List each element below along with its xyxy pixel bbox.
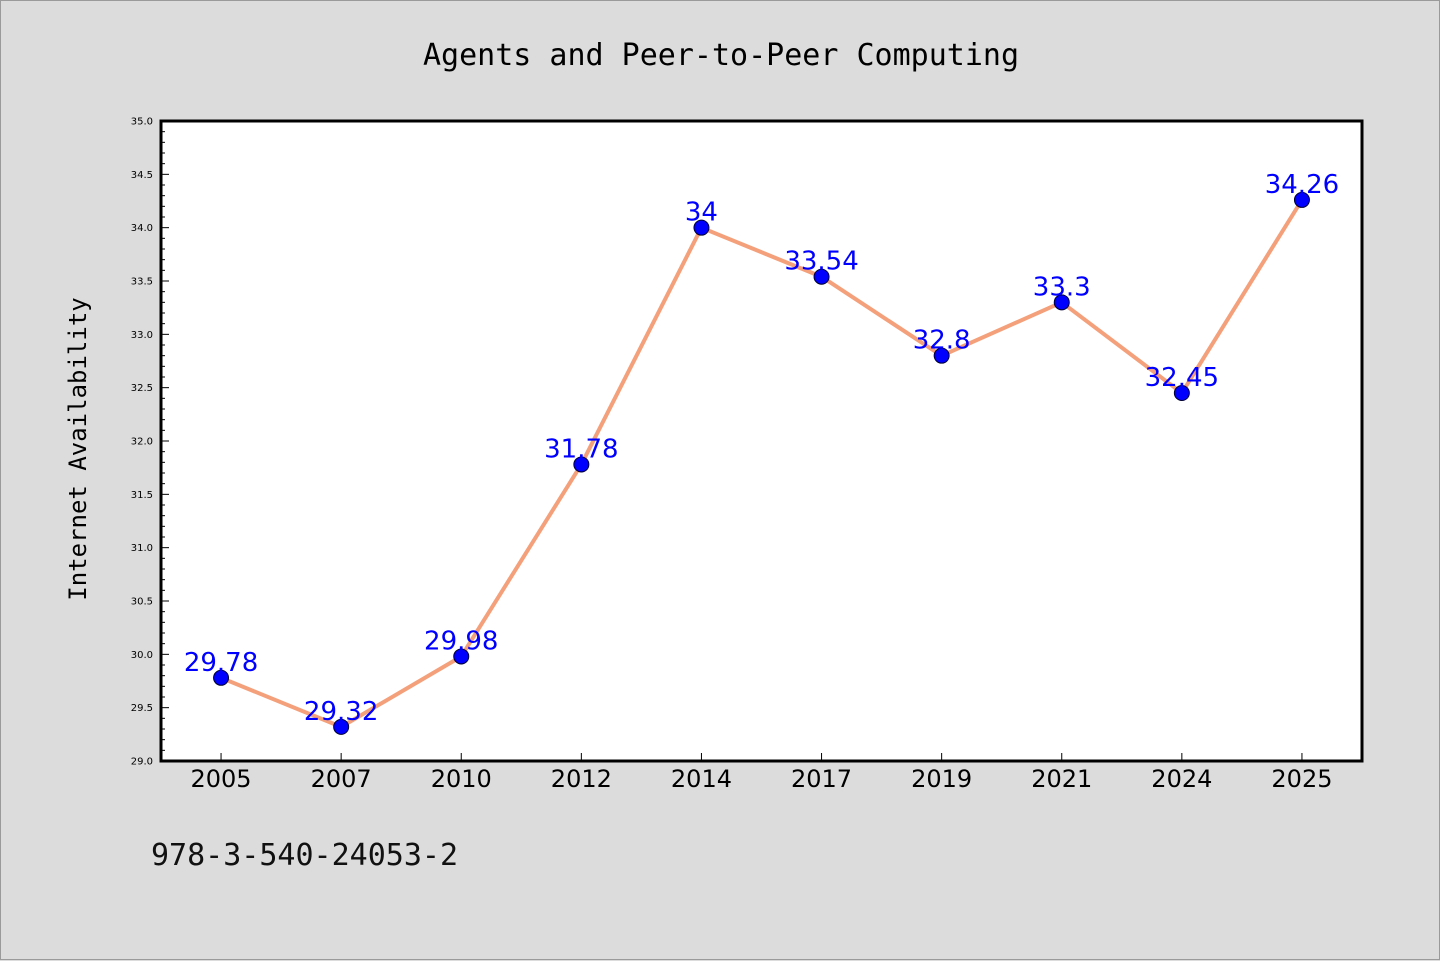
data-point-2017 (813, 268, 830, 285)
x-tick-label: 2019 (911, 765, 972, 793)
data-label-2010: 29.98 (424, 626, 498, 656)
y-tick-label: 31.0 (131, 543, 153, 554)
x-tick-label: 2025 (1271, 765, 1332, 793)
plot-border (159, 119, 1364, 763)
data-markers (213, 191, 1310, 735)
data-label-2017: 33.54 (784, 247, 858, 277)
data-point-2021 (1053, 294, 1070, 311)
x-tick-label: 2021 (1031, 765, 1092, 793)
data-point-2019 (933, 347, 950, 364)
x-tick-label: 2017 (791, 765, 852, 793)
data-point-2014 (693, 219, 710, 236)
data-label-2025: 34.26 (1265, 170, 1339, 200)
data-point-2005 (213, 669, 230, 686)
y-tick-label: 30.5 (131, 597, 153, 608)
data-point-2024 (1173, 385, 1190, 401)
y-tick-label: 31.5 (131, 490, 153, 501)
y-tick-label: 34.5 (131, 170, 153, 181)
series-line (220, 198, 1304, 729)
plot-area (161, 121, 1362, 761)
data-label-2007: 29.32 (304, 697, 378, 727)
y-tick-label: 32.5 (131, 383, 153, 394)
data-label-2021: 33.3 (1033, 272, 1091, 302)
y-tick-label: 33.5 (131, 277, 153, 288)
y-tick-label: 34.0 (131, 223, 153, 234)
isbn-text: 978-3-540-24053-2 (151, 838, 458, 873)
data-label-2024: 32.45 (1145, 363, 1219, 393)
data-point-2010 (453, 648, 470, 665)
y-tick-label: 30.0 (131, 650, 153, 661)
data-point-2025 (1293, 191, 1310, 208)
y-axis-label: Internet Availability (64, 297, 92, 600)
y-tick-label: 35.0 (131, 117, 153, 128)
y-tick-label: 29.5 (131, 703, 153, 714)
x-tick-label: 2007 (311, 765, 372, 793)
data-point-2007 (333, 718, 350, 735)
y-tick-label: 29.0 (131, 757, 153, 768)
x-tick-label: 2014 (671, 765, 732, 793)
x-tick-label: 2005 (191, 765, 252, 793)
y-tick-label: 32.0 (131, 437, 153, 448)
data-point-2012 (573, 456, 590, 473)
x-tick-label: 2024 (1151, 765, 1212, 793)
data-labels: 29.78 29.32 29.98 31.78 34 33.54 32.8 33.3 32.45… (184, 170, 1339, 727)
y-tick-label: 33.0 (131, 330, 153, 341)
x-tick-label: 2012 (551, 765, 612, 793)
chart-title: Agents and Peer-to-Peer Computing (423, 38, 1019, 73)
data-label-2005: 29.78 (184, 648, 258, 678)
x-axis-ticks: 2005 2007 2010 2012 2014 2017 2019 2021 2024 2025 (191, 753, 1332, 793)
data-label-2014: 34 (685, 198, 718, 228)
data-label-2019: 32.8 (913, 326, 971, 356)
x-tick-label: 2010 (431, 765, 492, 793)
data-label-2012: 31.78 (544, 434, 618, 464)
